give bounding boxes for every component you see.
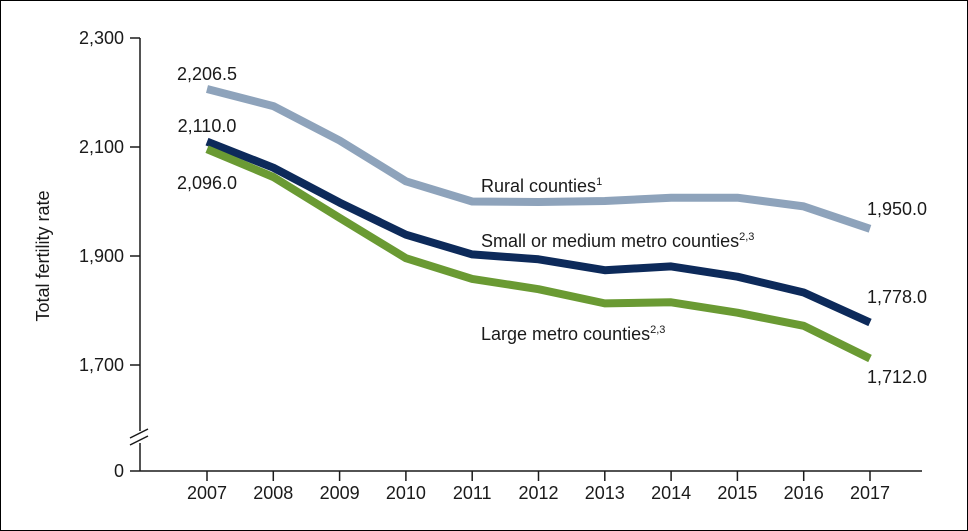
axis-break-mark-lower	[129, 435, 149, 446]
series-lines	[205, 85, 872, 363]
series-label: Large metro counties2,3	[481, 324, 665, 344]
series-footnote: 2,3	[739, 231, 754, 243]
series-line-2	[205, 145, 872, 363]
y-tick-label: 1,900	[79, 246, 124, 266]
x-tick-label: 2017	[850, 483, 890, 503]
series-name: Small or medium metro counties	[481, 231, 739, 251]
series-name: Large metro counties	[481, 324, 650, 344]
series-line-1	[205, 137, 872, 327]
x-tick-label: 2016	[784, 483, 824, 503]
y-ticks: 0 1,700 1,900 2,100 2,300	[79, 28, 140, 481]
y-tick-label: 2,300	[79, 28, 124, 48]
data-labels: 2,206.5 1,950.0 Rural counties1 2,110.0 1,77…	[177, 64, 927, 387]
y-tick-label: 1,700	[79, 355, 124, 375]
x-ticks: 2007 2008 2009 2010 2011 2012 2013 2014 2015 2016…	[187, 471, 890, 503]
data-label-first: 2,096.0	[177, 173, 237, 193]
data-label-last: 1,950.0	[867, 199, 927, 219]
x-tick-label: 2014	[651, 483, 691, 503]
series-label: Small or medium metro counties2,3	[481, 231, 754, 251]
y-axis-label: Total fertility rate	[33, 190, 53, 321]
data-label-first: 2,206.5	[177, 64, 237, 84]
x-tick-label: 2010	[386, 483, 426, 503]
axis-break-mark-upper	[129, 428, 149, 439]
series-line-0	[206, 85, 872, 233]
x-tick-label: 2007	[187, 483, 227, 503]
series-name: Rural counties	[481, 176, 596, 196]
x-tick-label: 2011	[453, 483, 492, 503]
x-tick-label: 2012	[518, 483, 558, 503]
data-label-first: 2,110.0	[178, 116, 237, 136]
series-footnote: 2,3	[650, 324, 665, 336]
data-label-last: 1,778.0	[867, 287, 927, 307]
data-label-last: 1,712.0	[867, 367, 927, 387]
x-tick-label: 2009	[320, 483, 360, 503]
y-tick-label: 2,100	[79, 137, 124, 157]
series-label: Rural counties1	[481, 176, 602, 196]
x-tick-label: 2015	[717, 483, 757, 503]
series-footnote: 1	[596, 176, 602, 188]
y-tick-label: 0	[114, 461, 124, 481]
x-tick-label: 2008	[253, 483, 293, 503]
x-tick-label: 2013	[585, 483, 625, 503]
